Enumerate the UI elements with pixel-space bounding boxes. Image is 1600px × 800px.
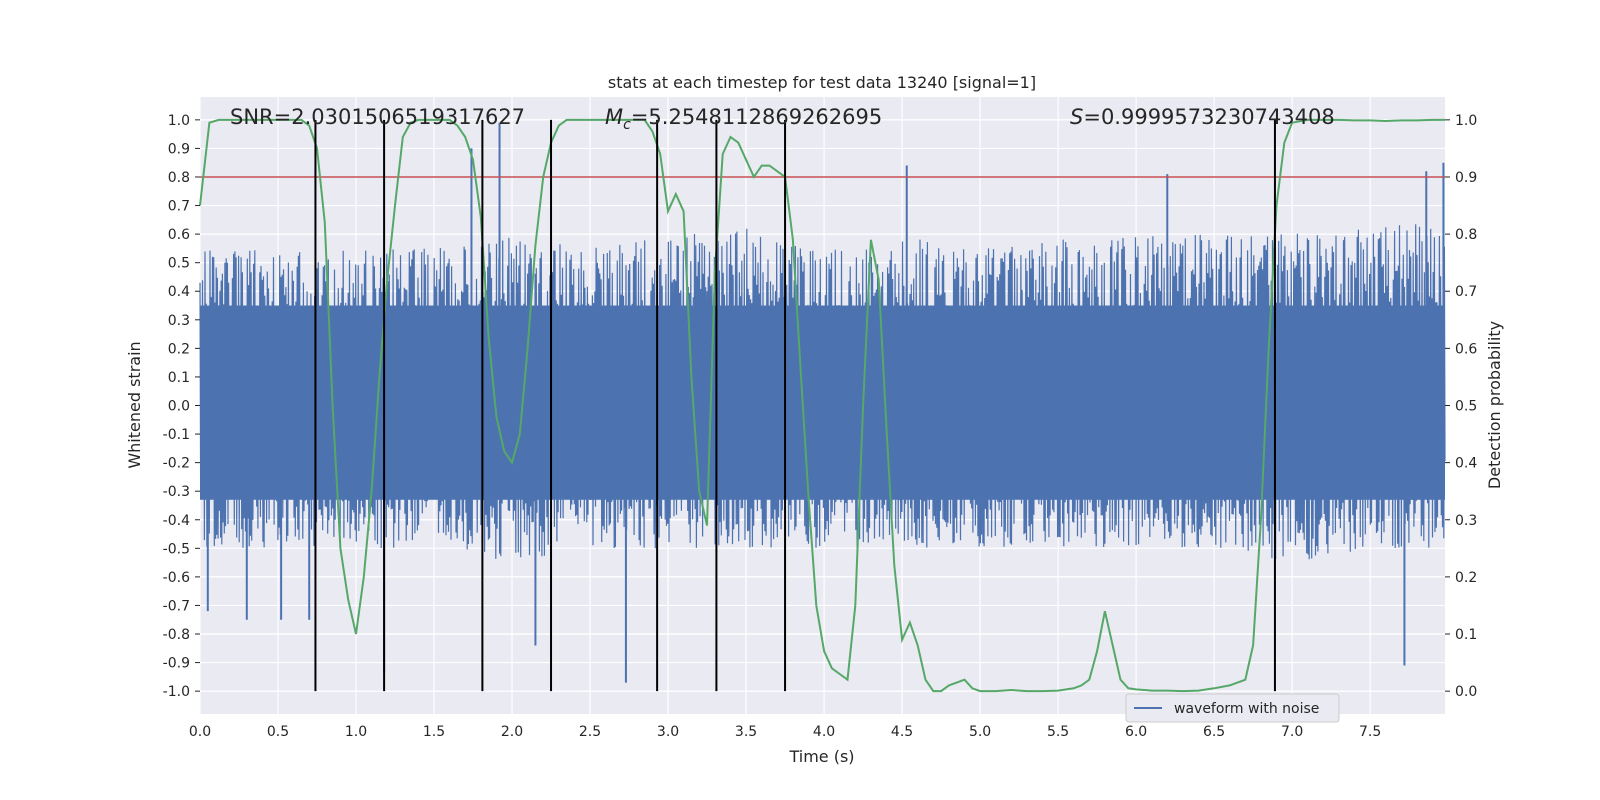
y-tick-label: 0.5 <box>168 256 190 272</box>
y-tick-label: 0.2 <box>168 341 190 357</box>
x-tick-label: 2.5 <box>579 724 601 740</box>
x-tick-label: 1.5 <box>423 724 445 740</box>
s-symbol: S <box>1070 105 1083 129</box>
x-tick-label: 3.0 <box>657 724 679 740</box>
y-tick-label: -0.7 <box>163 598 190 614</box>
mc-annotation: Mc=5.2548112869262695 <box>605 105 882 133</box>
y-tick-label: 0.8 <box>168 170 190 186</box>
y-tick-label: 0.0 <box>168 399 190 415</box>
legend-box <box>1125 693 1340 723</box>
y-tick-label: -0.9 <box>163 656 190 672</box>
mc-symbol: M <box>605 105 623 129</box>
y-tick-label: 0.6 <box>168 227 190 243</box>
x-tick-label: 7.0 <box>1281 724 1303 740</box>
y-axis-label: Whitened strain <box>125 341 144 468</box>
chart-title: stats at each timestep for test data 132… <box>608 73 1036 92</box>
y-right-tick-label: 0.6 <box>1455 341 1477 357</box>
y-tick-label: 0.4 <box>168 284 190 300</box>
y-right-tick-label: 1.0 <box>1455 113 1477 129</box>
x-tick-label: 7.5 <box>1359 724 1381 740</box>
y-tick-label: 0.1 <box>168 370 190 386</box>
y-right-tick-label: 0.3 <box>1455 513 1477 529</box>
s-value: =0.9999573230743408 <box>1083 105 1334 129</box>
y-right-tick-label: 0.1 <box>1455 627 1477 643</box>
waveform-series <box>199 122 1446 683</box>
y-tick-label: 0.3 <box>168 313 190 329</box>
probability-series <box>199 118 1445 693</box>
y-tick-label: -0.2 <box>163 456 190 472</box>
x-tick-label: 1.0 <box>345 724 367 740</box>
mc-value: =5.2548112869262695 <box>631 105 882 129</box>
y-tick-label: 0.7 <box>168 199 190 215</box>
y-tick-label: 1.0 <box>168 113 190 129</box>
y-tick-label: -0.5 <box>163 541 190 557</box>
snr-annotation: SNR=2.0301506519317627 <box>230 105 525 129</box>
x-tick-label: 3.5 <box>735 724 757 740</box>
y-tick-label: -0.3 <box>163 484 190 500</box>
x-tick-label: 4.5 <box>891 724 913 740</box>
y-right-tick-label: 0.2 <box>1455 570 1477 586</box>
vertical-markers <box>314 119 1276 692</box>
legend-label: waveform with noise <box>1174 701 1319 717</box>
y-tick-label: -0.8 <box>163 627 190 643</box>
x-tick-label: 2.0 <box>501 724 523 740</box>
tick-labels: 0.0 0.5 1.0 1.5 2.0 2.5 3.0 3.5 4.0 4.5 5.0 5.5 6.0 6… <box>163 113 1478 740</box>
y-axis-right-label: Detection probability <box>1485 321 1504 489</box>
x-tick-label: 5.5 <box>1047 724 1069 740</box>
y-right-tick-label: 0.4 <box>1455 456 1477 472</box>
y-right-tick-label: 0.7 <box>1455 284 1477 300</box>
y-tick-label: -0.6 <box>163 570 190 586</box>
legend: waveform with noise <box>1125 693 1340 723</box>
s-annotation: S=0.9999573230743408 <box>1070 105 1335 129</box>
waveform-line <box>199 224 1446 560</box>
y-tick-label: -1.0 <box>163 684 190 700</box>
probability-line <box>199 118 1445 693</box>
y-right-tick-label: 0.5 <box>1455 399 1477 415</box>
x-axis-label: Time (s) <box>788 747 854 766</box>
x-tick-label: 6.5 <box>1203 724 1225 740</box>
y-tick-label: -0.1 <box>163 427 190 443</box>
y-right-tick-label: 0.0 <box>1455 684 1477 700</box>
x-tick-label: 5.0 <box>969 724 991 740</box>
x-tick-label: 4.0 <box>813 724 835 740</box>
y-tick-label: -0.4 <box>163 513 190 529</box>
y-right-tick-label: 0.8 <box>1455 227 1477 243</box>
x-tick-label: 6.0 <box>1125 724 1147 740</box>
y-tick-label: 0.9 <box>168 141 190 157</box>
y-right-tick-label: 0.9 <box>1455 170 1477 186</box>
mc-subscript: c <box>623 117 631 133</box>
x-tick-label: 0.5 <box>267 724 289 740</box>
x-tick-label: 0.0 <box>189 724 211 740</box>
